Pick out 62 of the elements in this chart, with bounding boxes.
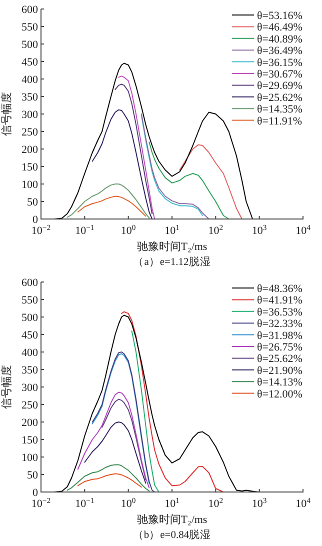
legend-label: θ=36.15% — [257, 56, 302, 69]
x-tick-label: 10$^{3}$ — [252, 496, 267, 510]
y-tick-label: 350 — [22, 364, 38, 376]
x-tick-label: 10$^{4}$ — [296, 496, 311, 510]
x-tick-label: 10$^{3}$ — [252, 222, 267, 237]
y-tick-label: 250 — [22, 126, 38, 138]
x-tick-label: 10$^{2}$ — [208, 222, 224, 237]
legend-label: θ=14.35% — [257, 104, 302, 116]
y-tick-label: 600 — [22, 277, 38, 289]
legend-label: θ=30.67% — [257, 68, 302, 80]
y-tick-label: 100 — [22, 452, 38, 464]
x-tick-label: 10$^{0}$ — [120, 222, 136, 237]
legend-label: θ=25.62% — [257, 92, 302, 104]
x-axis-title: 驰豫时间T₂/ms — [136, 240, 208, 253]
legend-label: θ=21.90% — [257, 364, 302, 377]
y-tick-label: 450 — [22, 56, 38, 68]
y-tick-label: 350 — [22, 92, 38, 104]
y-tick-label: 300 — [22, 109, 38, 121]
y-axis-title: 信号幅度 — [0, 92, 13, 136]
legend-label: θ=48.36% — [257, 283, 302, 295]
y-tick-label: 50 — [27, 470, 38, 482]
legend-label: θ=26.75% — [257, 342, 302, 354]
y-tick-label: 400 — [22, 74, 38, 86]
x-tick-label: 10$^{−1}$ — [75, 222, 94, 237]
x-tick-label: 10$^{1}$ — [164, 496, 180, 510]
y-tick-label: 150 — [22, 162, 38, 174]
x-axis-title: 驰豫时间T₂/ms — [136, 513, 208, 526]
legend-label: θ=32.33% — [257, 318, 302, 330]
legend-label: θ=46.49% — [257, 22, 302, 34]
legend-label: θ=31.98% — [257, 330, 302, 342]
y-tick-label: 550 — [22, 22, 38, 34]
y-tick-label: 450 — [22, 330, 38, 342]
y-tick-label: 200 — [22, 144, 38, 156]
x-tick-label: 10$^{2}$ — [208, 496, 224, 510]
legend-label: θ=53.16% — [257, 10, 302, 22]
y-tick-label: 150 — [22, 434, 38, 446]
legend-label: θ=29.69% — [257, 80, 302, 92]
x-tick-label: 10$^{1}$ — [164, 222, 180, 237]
legend-label: θ=41.91% — [257, 294, 302, 307]
x-tick-label: 10$^{4}$ — [296, 222, 311, 237]
legend-label: θ=11.91% — [257, 115, 302, 128]
legend-label: θ=40.89% — [257, 33, 302, 46]
y-tick-label: 50 — [27, 196, 38, 208]
y-tick-label: 400 — [22, 347, 38, 359]
y-tick-label: 200 — [22, 417, 38, 429]
text: （a）e=1.12脱湿 — [133, 256, 211, 268]
legend-label: θ=12.00% — [257, 388, 302, 400]
y-tick-label: 550 — [22, 294, 38, 306]
y-tick-label: 500 — [22, 312, 38, 324]
y-tick-label: 500 — [22, 39, 38, 51]
y-axis-title: 信号幅度 — [0, 365, 13, 409]
text: （b）e=0.84脱湿 — [132, 529, 212, 541]
legend-label: θ=14.13% — [257, 376, 302, 389]
x-tick-label: 10$^{0}$ — [120, 496, 136, 510]
y-tick-label: 250 — [22, 400, 38, 412]
y-tick-label: 100 — [22, 179, 38, 191]
x-tick-label: 10$^{−1}$ — [75, 496, 94, 510]
y-tick-label: 300 — [22, 382, 38, 394]
y-tick-label: 600 — [22, 4, 38, 16]
legend-label: θ=36.53% — [257, 306, 302, 318]
legend-label: θ=25.62% — [257, 353, 302, 366]
legend-label: θ=36.49% — [257, 45, 302, 58]
